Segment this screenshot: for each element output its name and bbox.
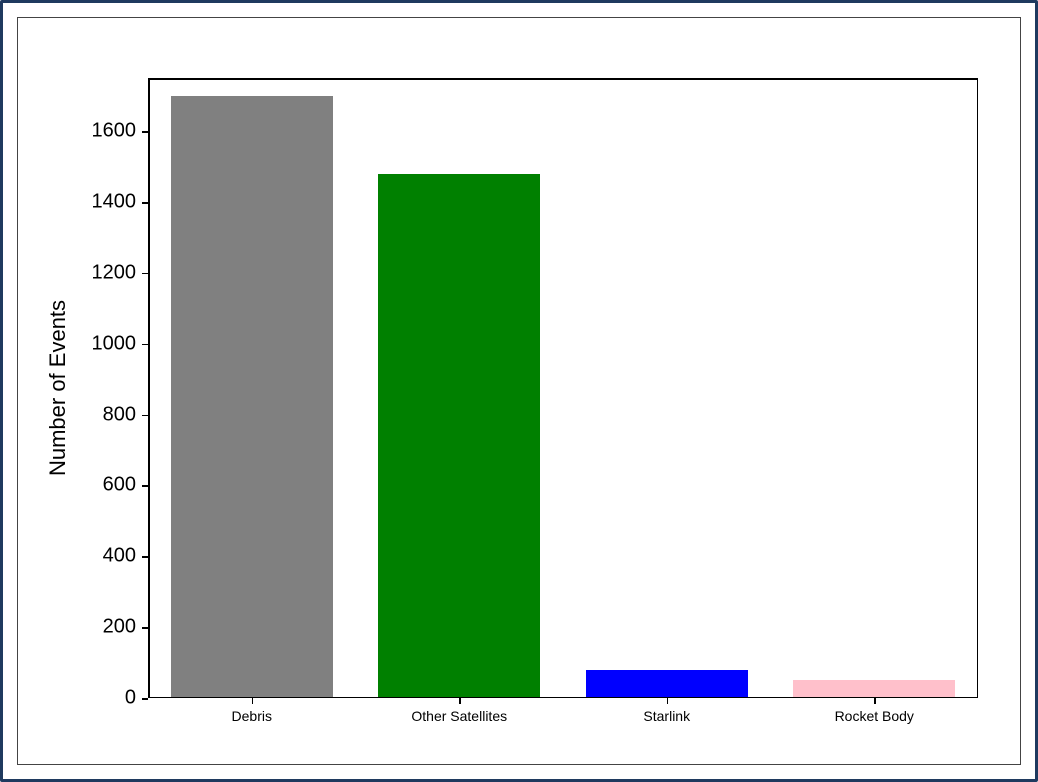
- ytick: [142, 556, 148, 558]
- ytick: [142, 131, 148, 133]
- ytick-label: 1400: [18, 191, 136, 214]
- ytick: [142, 415, 148, 417]
- ytick-label: 1200: [18, 261, 136, 284]
- ytick-label: 1000: [18, 332, 136, 355]
- ytick: [142, 627, 148, 629]
- xtick: [667, 698, 669, 704]
- ytick: [142, 273, 148, 275]
- ytick-label: 400: [18, 545, 136, 568]
- axes-border: [148, 697, 978, 699]
- xtick-label: Other Satellites: [411, 708, 507, 724]
- ytick: [142, 344, 148, 346]
- xtick: [459, 698, 461, 704]
- ytick: [142, 202, 148, 204]
- ytick-label: 1600: [18, 120, 136, 143]
- ytick: [142, 698, 148, 700]
- inner-frame: Number of Events 0 200 400 600 800 1000 1200 14…: [17, 17, 1021, 765]
- ytick-label: 200: [18, 616, 136, 639]
- axes-border: [977, 78, 979, 698]
- bar: [793, 680, 955, 698]
- axes-border: [148, 78, 978, 80]
- ytick-label: 600: [18, 474, 136, 497]
- bar: [378, 174, 540, 698]
- xtick: [874, 698, 876, 704]
- axes-border: [148, 78, 150, 698]
- ytick-label: 0: [18, 687, 136, 710]
- outer-frame: Number of Events 0 200 400 600 800 1000 1200 14…: [0, 0, 1038, 782]
- xtick-label: Rocket Body: [835, 708, 914, 724]
- xtick: [252, 698, 254, 704]
- ytick: [142, 485, 148, 487]
- bar-chart: Number of Events 0 200 400 600 800 1000 1200 14…: [18, 18, 1020, 764]
- plot-area: [148, 78, 978, 698]
- bar: [171, 96, 333, 698]
- bar: [586, 670, 748, 698]
- y-axis-label: Number of Events: [45, 300, 71, 476]
- ytick-label: 800: [18, 403, 136, 426]
- xtick-label: Debris: [232, 708, 272, 724]
- xtick-label: Starlink: [643, 708, 690, 724]
